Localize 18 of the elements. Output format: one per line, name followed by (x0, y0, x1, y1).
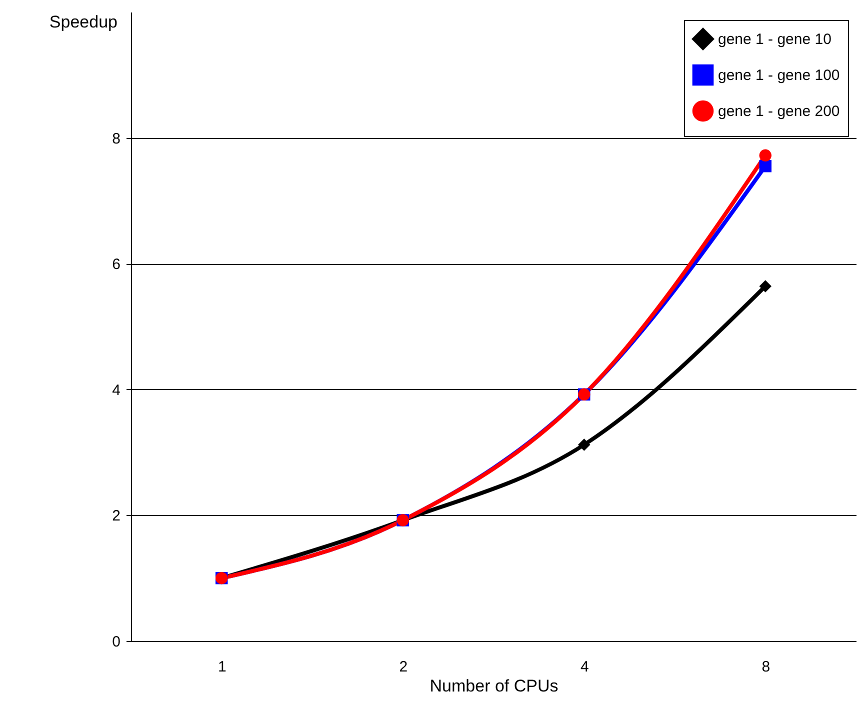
y-tick-label: 2 (112, 508, 120, 525)
y-tick-label: 4 (112, 382, 120, 399)
legend-label: gene 1 - gene 100 (718, 67, 840, 84)
legend-label: gene 1 - gene 200 (718, 103, 840, 120)
y-axis-title: Speedup (49, 12, 118, 32)
x-axis-title: Number of CPUs (430, 676, 558, 696)
y-tick-label: 0 (112, 634, 120, 650)
x-tick-label: 1 (218, 658, 226, 676)
y-tick-label: 8 (112, 130, 120, 148)
x-tick-label: 4 (580, 658, 589, 676)
x-tick-label: 8 (762, 658, 770, 676)
point (759, 280, 772, 292)
x-tick-label: 2 (399, 658, 408, 676)
legend-label: gene 1 - gene 10 (718, 31, 832, 48)
point (759, 160, 772, 172)
point (578, 438, 590, 451)
y-tick-label: 6 (112, 256, 120, 274)
point (759, 149, 772, 162)
